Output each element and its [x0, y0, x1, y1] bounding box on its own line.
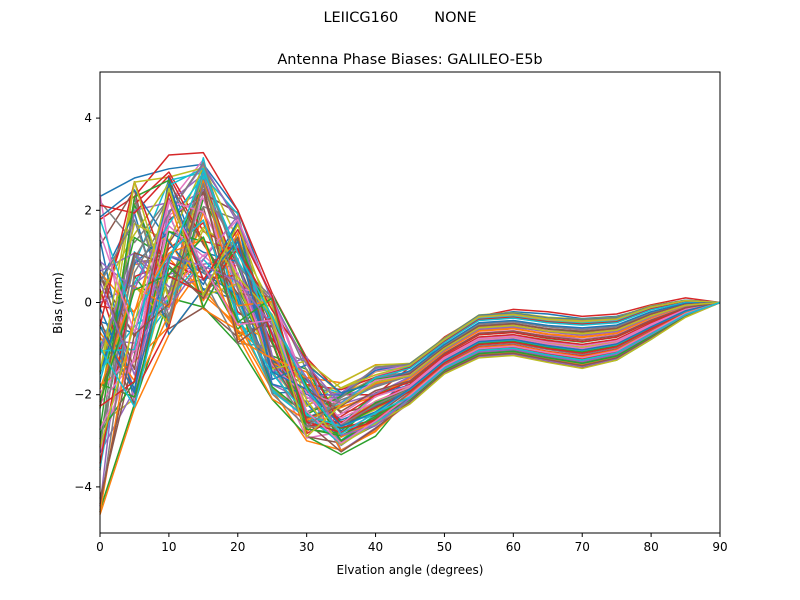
y-tick-label: 0 [84, 296, 92, 310]
series-line [99, 180, 721, 446]
chart-title: Antenna Phase Biases: GALILEO-E5b [277, 52, 542, 68]
y-tick-label: −2 [74, 388, 92, 402]
x-tick-label: 0 [96, 540, 104, 554]
y-tick-label: 4 [84, 111, 92, 125]
x-tick-label: 60 [506, 540, 521, 554]
x-axis-label: Elvation angle (degrees) [337, 563, 484, 577]
x-tick-label: 20 [230, 540, 245, 554]
suptitle-station: LEIICG160 [323, 10, 399, 26]
suptitle-radome: NONE [434, 10, 477, 26]
series-line [99, 197, 721, 471]
x-tick-label: 80 [643, 540, 658, 554]
series-line [99, 179, 721, 442]
x-tick-label: 50 [437, 540, 452, 554]
series-line [99, 188, 721, 438]
series-line [99, 180, 721, 453]
y-axis-ticks: −4 −2 0 2 4 [74, 111, 100, 494]
x-tick-label: 70 [575, 540, 590, 554]
x-tick-label: 40 [368, 540, 383, 554]
series-line [99, 199, 721, 425]
series-line [99, 254, 721, 419]
x-tick-label: 10 [161, 540, 176, 554]
x-tick-label: 90 [712, 540, 727, 554]
series-line [99, 189, 721, 394]
series-line [99, 169, 721, 435]
y-axis-label: Bias (mm) [51, 272, 65, 334]
y-tick-label: 2 [84, 203, 92, 217]
x-tick-label: 30 [299, 540, 314, 554]
series-line [99, 182, 721, 389]
series-lines [99, 151, 721, 515]
x-axis-ticks: 0 10 20 30 40 50 60 70 80 90 [96, 533, 728, 554]
series-line [99, 199, 721, 444]
series-line [99, 187, 721, 448]
series-line [99, 236, 721, 419]
figure-suptitle: LEIICG160 NONE [0, 10, 800, 26]
y-tick-label: −4 [74, 480, 92, 494]
